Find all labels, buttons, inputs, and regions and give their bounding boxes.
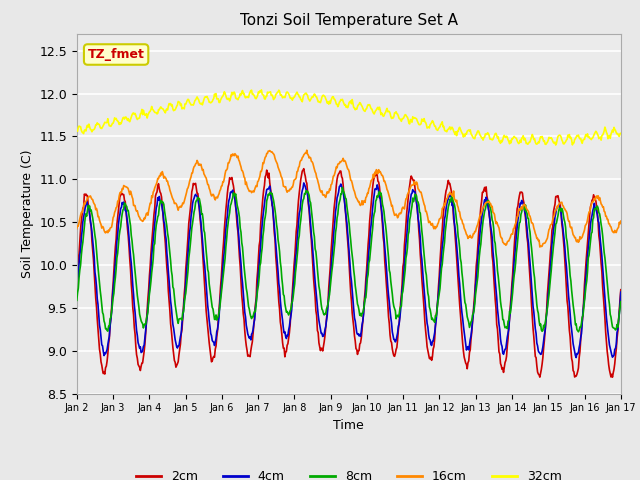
Legend: 2cm, 4cm, 8cm, 16cm, 32cm: 2cm, 4cm, 8cm, 16cm, 32cm [131, 465, 567, 480]
Text: TZ_fmet: TZ_fmet [88, 48, 145, 61]
X-axis label: Time: Time [333, 419, 364, 432]
Y-axis label: Soil Temperature (C): Soil Temperature (C) [20, 149, 34, 278]
Title: Tonzi Soil Temperature Set A: Tonzi Soil Temperature Set A [240, 13, 458, 28]
